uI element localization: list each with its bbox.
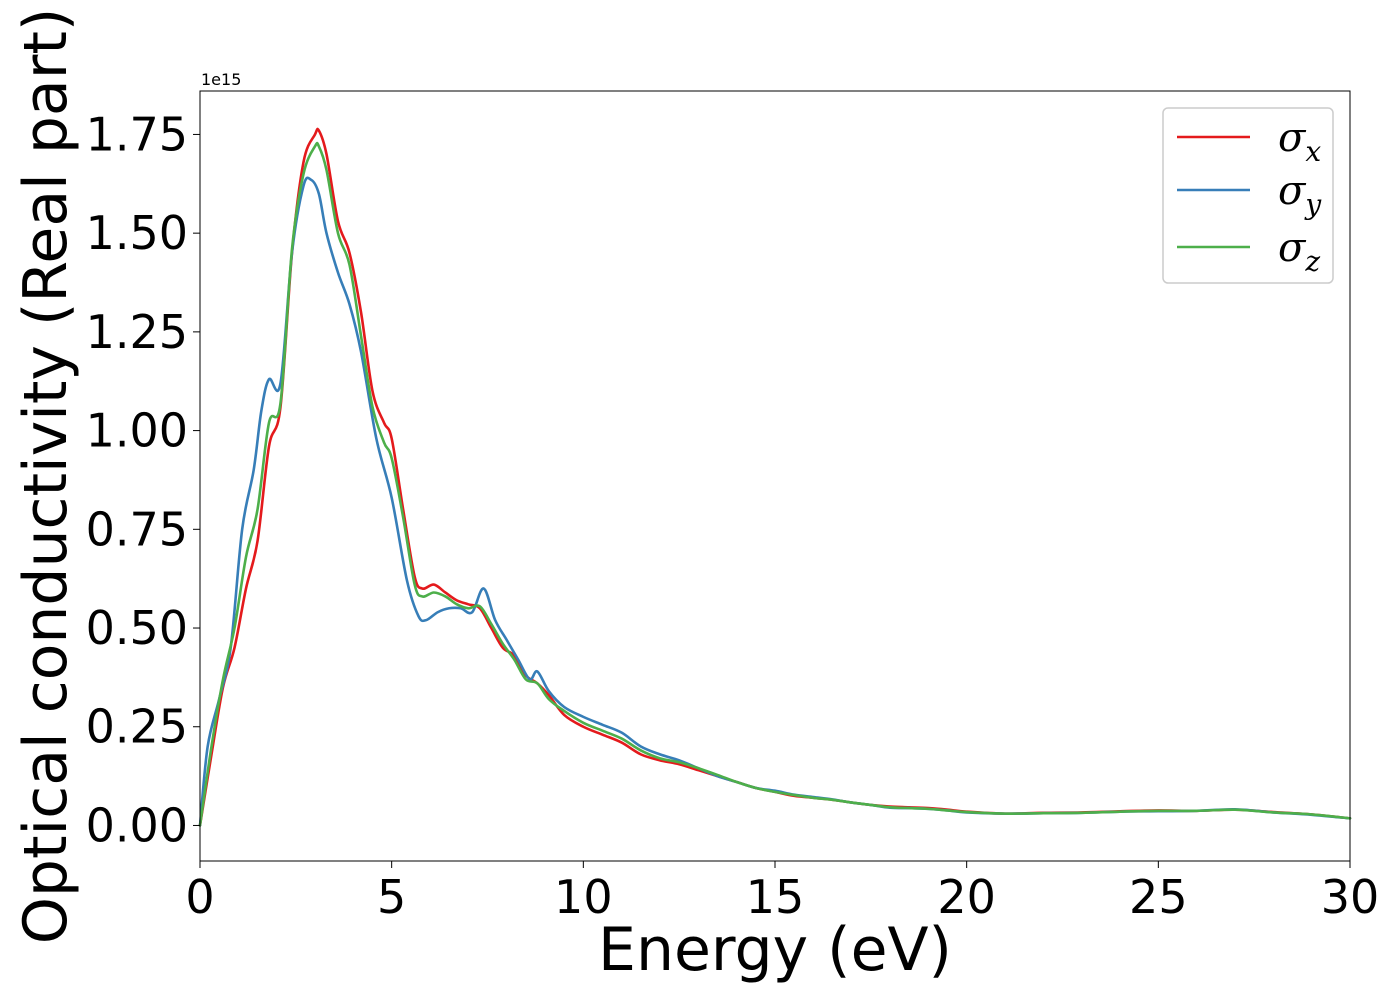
legend-subscript: y: [1303, 188, 1322, 221]
y-axis-title: Optical conductivity (Real part): [11, 8, 81, 945]
x-axis: 0 5 10 15 20 25 30: [185, 861, 1379, 924]
x-tick-label: 0: [185, 870, 214, 924]
x-tick-label: 5: [377, 870, 406, 924]
y-offset-text: 1e15: [201, 70, 241, 89]
y-tick-label: 0.25: [86, 700, 188, 754]
x-tick-label: 30: [1321, 870, 1380, 924]
legend-frame: [1162, 107, 1334, 284]
legend-subscript: z: [1304, 245, 1320, 278]
x-tick-label: 20: [937, 870, 996, 924]
series-layer: [198, 127, 1352, 827]
legend-label-y: σy: [1278, 168, 1322, 221]
legend-label-x: σx: [1278, 115, 1321, 168]
y-tick-label: 0.50: [86, 601, 188, 655]
y-tick-label: 1.75: [86, 107, 188, 161]
legend-symbol: σ: [1278, 225, 1307, 271]
y-tick-label: 0.75: [86, 502, 188, 556]
x-axis-title: Energy (eV): [598, 915, 952, 985]
legend-symbol: σ: [1278, 115, 1307, 161]
y-tick-label: 1.00: [86, 404, 188, 458]
x-tick-label: 15: [746, 870, 805, 924]
y-tick-label: 1.25: [86, 305, 188, 359]
y-tick-label: 1.50: [86, 206, 188, 260]
y-tick-label: 0.00: [86, 798, 188, 852]
series-line-z: [198, 141, 1352, 827]
plot-area: [200, 91, 1350, 861]
x-tick-label: 10: [554, 870, 613, 924]
legend-symbol: σ: [1278, 168, 1307, 214]
legend-label-z: σz: [1278, 225, 1320, 278]
x-tick-label: 25: [1129, 870, 1188, 924]
y-axis: 0.00 0.25 0.50 0.75 1.00 1.25 1.50 1.75: [86, 107, 200, 852]
legend-subscript: x: [1305, 135, 1321, 168]
